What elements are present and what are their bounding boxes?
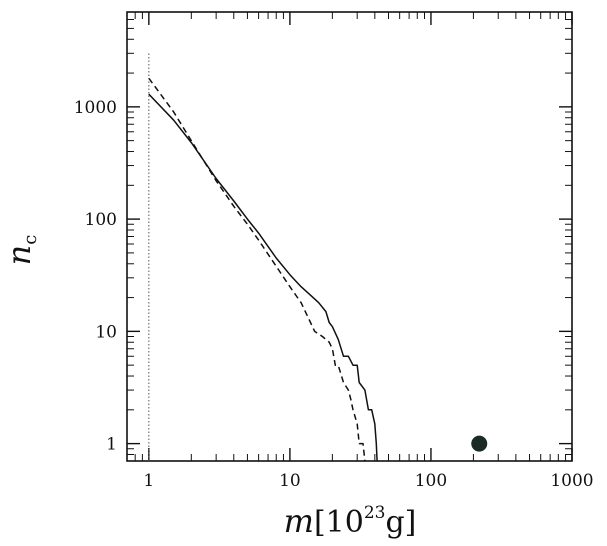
x-tick-label: 1 [143,471,154,491]
y-axis-title-sub: c [20,235,41,245]
series-dashed-line [148,77,366,462]
y-tick-label: 1000 [74,98,117,118]
major-ticks [127,12,573,461]
y-tick-labels: 1 10 100 1000 [74,98,117,455]
series-layer [148,53,378,462]
x-axis-title-close: g] [385,505,416,540]
x-tick-label: 1000 [550,471,593,491]
minor-ticks [126,11,572,462]
x-axis-title-exp: 23 [364,503,386,523]
x-axis-title-main: m [284,502,314,540]
x-tick-labels: 1 10 100 1000 [143,471,593,491]
y-axis-title: nc [0,235,41,266]
y-tick-label: 1 [106,435,117,455]
x-axis-title: m[1023g] [284,502,417,540]
plot-frame [126,11,573,462]
x-axis-title-open: [10 [314,505,364,540]
y-axis-title-main: n [0,245,38,266]
x-tick-label: 10 [279,471,301,491]
marker-layer [471,435,488,452]
x-tick-label: 100 [415,471,447,491]
series-solid-line [148,93,378,462]
y-tick-label: 100 [85,210,117,230]
data-point-marker [471,435,488,452]
y-tick-label: 10 [95,322,117,342]
